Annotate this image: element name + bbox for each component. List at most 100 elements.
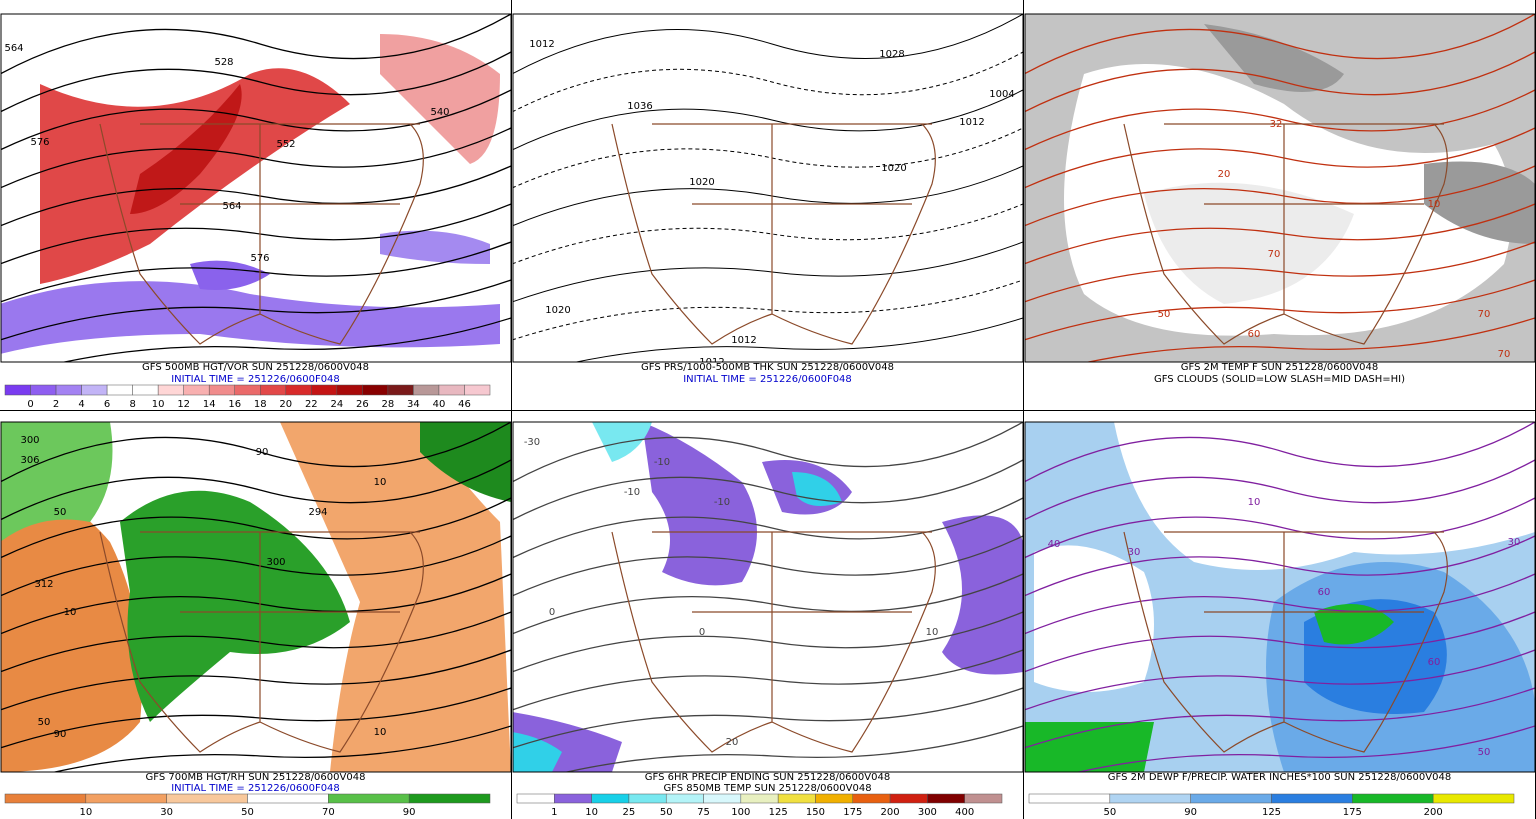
- coastline: [611, 531, 936, 753]
- contour-label: 70: [1498, 349, 1511, 360]
- field-shading: [1, 497, 142, 772]
- colorbar-swatch: [81, 384, 108, 396]
- caption: INITIAL TIME = 251226/0600F048: [171, 783, 340, 794]
- colorbar-swatch: [387, 384, 414, 396]
- contour-label: 300: [20, 435, 39, 446]
- field-shading: [1114, 422, 1535, 570]
- colorbar-label: 125: [769, 807, 788, 818]
- map-background: [513, 14, 1023, 362]
- colorbar-swatch: [234, 384, 261, 396]
- contour-line: [1, 51, 511, 113]
- contour-line: [513, 89, 1023, 151]
- map-panel: 564 528 576 552 540 564 576 GFS 500MB HGT/VOR S…: [0, 0, 512, 412]
- colorbar-label: 40: [433, 399, 446, 410]
- contour-label: 50: [54, 507, 67, 518]
- colorbar-label: 20: [279, 399, 292, 410]
- contour-label: 0: [549, 607, 555, 618]
- colorbar-swatch: [554, 793, 592, 804]
- caption: INITIAL TIME = 251226/0600F048: [683, 374, 852, 385]
- contour-label: 70: [1268, 249, 1281, 260]
- contour-label: -30: [524, 437, 540, 448]
- map-layers: 40 30 60 60 30 10 50: [1025, 422, 1535, 772]
- colorbar-swatch: [703, 793, 742, 804]
- contour-label: 90: [256, 447, 269, 458]
- colorbar-swatch: [4, 384, 31, 396]
- map-area: -30 -10 -10 -10 0 0 20 10: [513, 422, 1023, 772]
- colorbar-label: 10: [79, 807, 92, 818]
- colorbar-label: 22: [305, 399, 318, 410]
- colorbar-swatch: [362, 384, 389, 396]
- map-area: 40 30 60 60 30 10 50: [1025, 422, 1535, 772]
- caption: INITIAL TIME = 251226/0600F048: [171, 374, 340, 385]
- colorbar-label: 150: [806, 807, 825, 818]
- caption: GFS 500MB HGT/VOR SUN 251228/0600V048: [142, 362, 369, 373]
- colorbar-label: 0: [27, 399, 33, 410]
- contour-label: 10: [374, 727, 387, 738]
- colorbar-label: 1: [551, 807, 557, 818]
- contour-line: [1025, 14, 1535, 75]
- colorbar-swatch: [1432, 793, 1515, 804]
- field-shading: [380, 230, 490, 264]
- map-panel: -30 -10 -10 -10 0 0 20 10 GFS 6HR PRECIP ENDING …: [512, 408, 1024, 819]
- colorbar-label: 46: [458, 399, 471, 410]
- coastline: [1123, 531, 1448, 753]
- map-panel: 1012102010361028100410121020102010121012…: [512, 0, 1024, 412]
- contour-label: 32: [1270, 119, 1283, 130]
- colorbar-label: 24: [330, 399, 343, 410]
- colorbar-label: 200: [881, 807, 900, 818]
- coastline: [99, 531, 424, 753]
- colorbar-swatch: [408, 793, 491, 804]
- contour-line: [513, 497, 1023, 559]
- colorbar-label: 4: [78, 399, 84, 410]
- colorbar-swatch: [336, 384, 363, 396]
- contour-line: [513, 203, 1023, 265]
- colorbar-label: 300: [918, 807, 937, 818]
- map-background: [513, 422, 1023, 772]
- field-shading: [280, 422, 511, 772]
- colorbar-label: 125: [1262, 807, 1281, 818]
- colorbar-swatch: [665, 793, 704, 804]
- colorbar-label: 100: [731, 807, 750, 818]
- colorbar-label: 16: [228, 399, 241, 410]
- field-shading: [942, 515, 1023, 675]
- contour-line: [1, 14, 511, 75]
- contour-line: [1025, 459, 1535, 521]
- colorbar-label: 30: [160, 807, 173, 818]
- contour-label: 528: [214, 57, 233, 68]
- contour-label: 60: [1428, 657, 1441, 668]
- colorbar-label: 400: [955, 807, 974, 818]
- contour-line: [573, 317, 1023, 362]
- colorbar-swatch: [157, 384, 184, 396]
- contour-label: 576: [30, 137, 49, 148]
- contour-label: 1012: [731, 335, 756, 346]
- colorbar-label: 90: [403, 807, 416, 818]
- colorbar-swatch: [260, 384, 287, 396]
- contour-line: [1, 422, 511, 483]
- colorbar-swatch: [628, 793, 667, 804]
- contour-line: [513, 51, 1023, 113]
- colorbar-swatch: [1271, 793, 1353, 804]
- contour-line: [1085, 317, 1535, 362]
- colorbar-label: 26: [356, 399, 369, 410]
- contour-label: 90: [54, 729, 67, 740]
- colorbar-swatch: [55, 384, 82, 396]
- contour-label: 60: [1318, 587, 1331, 598]
- colorbar-swatch: [777, 793, 816, 804]
- colorbar-swatch: [85, 793, 167, 804]
- colorbar-label: 90: [1184, 807, 1197, 818]
- colorbar-swatch: [740, 793, 779, 804]
- coastline: [99, 123, 424, 345]
- contour-label: 552: [276, 139, 295, 150]
- colorbar-swatch: [1028, 793, 1111, 804]
- colorbar-label: 75: [697, 807, 710, 818]
- contour-label: -10: [714, 497, 730, 508]
- contour-label: 30: [1508, 537, 1521, 548]
- contour-label: 10: [374, 477, 387, 488]
- contour-label: -10: [654, 457, 670, 468]
- caption: GFS 2M TEMP F SUN 251228/0600V048: [1181, 362, 1378, 373]
- contour-label: 576: [250, 253, 269, 264]
- map-layers: 564 528 576 552 540 564 576: [1, 14, 511, 362]
- contour-label: 10: [1248, 497, 1261, 508]
- colorbar-label: 6: [104, 399, 110, 410]
- colorbar-swatch: [927, 793, 965, 804]
